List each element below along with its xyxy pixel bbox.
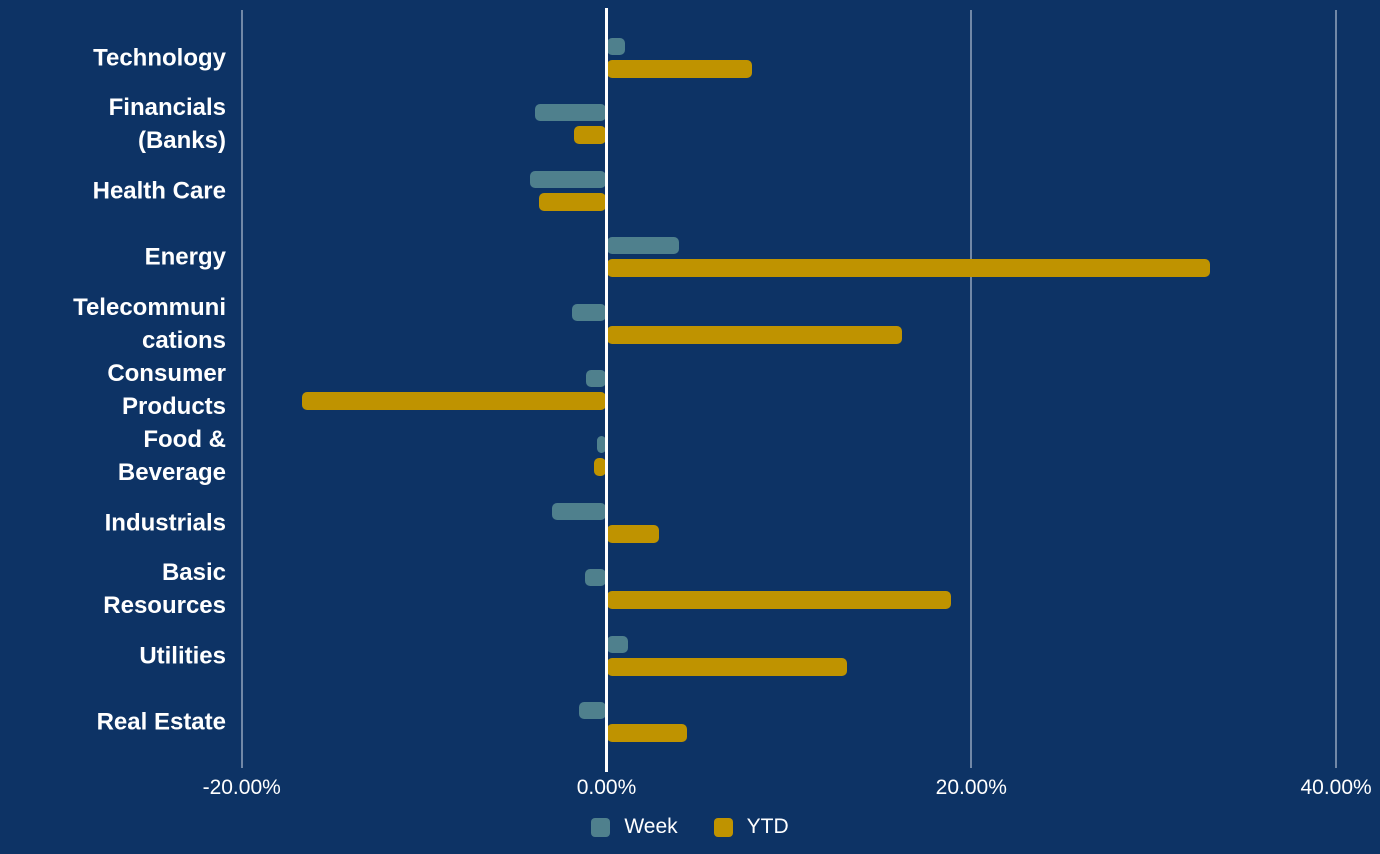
category-label: Utilities	[139, 642, 226, 670]
bar-ytd-5	[301, 392, 607, 410]
category-label: Technology	[93, 44, 226, 72]
legend: Week YTD	[0, 815, 1380, 839]
bar-week-4	[571, 303, 607, 321]
gridline	[1335, 10, 1338, 768]
category-label: Energy	[144, 243, 226, 271]
bar-week-6	[597, 436, 607, 454]
bar-ytd-0	[606, 60, 753, 78]
bar-ytd-2	[539, 192, 607, 211]
bar-week-7	[551, 502, 607, 520]
bar-week-0	[606, 38, 625, 55]
category-label: Basic Resources	[103, 559, 226, 620]
bar-ytd-7	[606, 524, 660, 543]
gridline	[970, 10, 973, 768]
legend-ytd-swatch	[713, 817, 733, 837]
category-label: Financials (Banks)	[108, 94, 226, 155]
category-label: Real Estate	[96, 708, 226, 736]
bar-week-9	[606, 635, 629, 653]
legend-ytd-label: YTD	[746, 815, 789, 838]
bar-week-1	[535, 104, 607, 122]
bar-ytd-3	[606, 259, 1211, 278]
x-tick-label: 0.00%	[576, 776, 637, 799]
category-label: Health Care	[92, 177, 226, 205]
bar-ytd-9	[606, 657, 848, 676]
category-label: Telecommuni cations	[73, 293, 226, 354]
x-tick-label: 40.00%	[1300, 776, 1372, 799]
bar-ytd-1	[573, 126, 607, 145]
bar-week-10	[579, 702, 607, 719]
bar-ytd-8	[606, 591, 952, 610]
bar-ytd-6	[593, 458, 607, 477]
category-label: Consumer Products	[107, 360, 226, 420]
legend-week-label: Week	[624, 815, 678, 838]
bar-week-5	[586, 370, 607, 387]
legend-week-swatch	[591, 817, 611, 837]
bar-week-3	[606, 237, 680, 255]
x-tick-label: -20.00%	[202, 776, 281, 799]
category-label: Industrials	[104, 509, 226, 537]
zero-line	[605, 8, 608, 772]
category-label: Food & Beverage	[117, 426, 226, 487]
bar-ytd-4	[606, 325, 902, 344]
gridline	[240, 10, 243, 768]
bar-week-8	[584, 569, 607, 587]
bar-ytd-10	[606, 724, 687, 742]
x-tick-label: 20.00%	[935, 776, 1007, 799]
bar-week-2	[529, 170, 607, 188]
